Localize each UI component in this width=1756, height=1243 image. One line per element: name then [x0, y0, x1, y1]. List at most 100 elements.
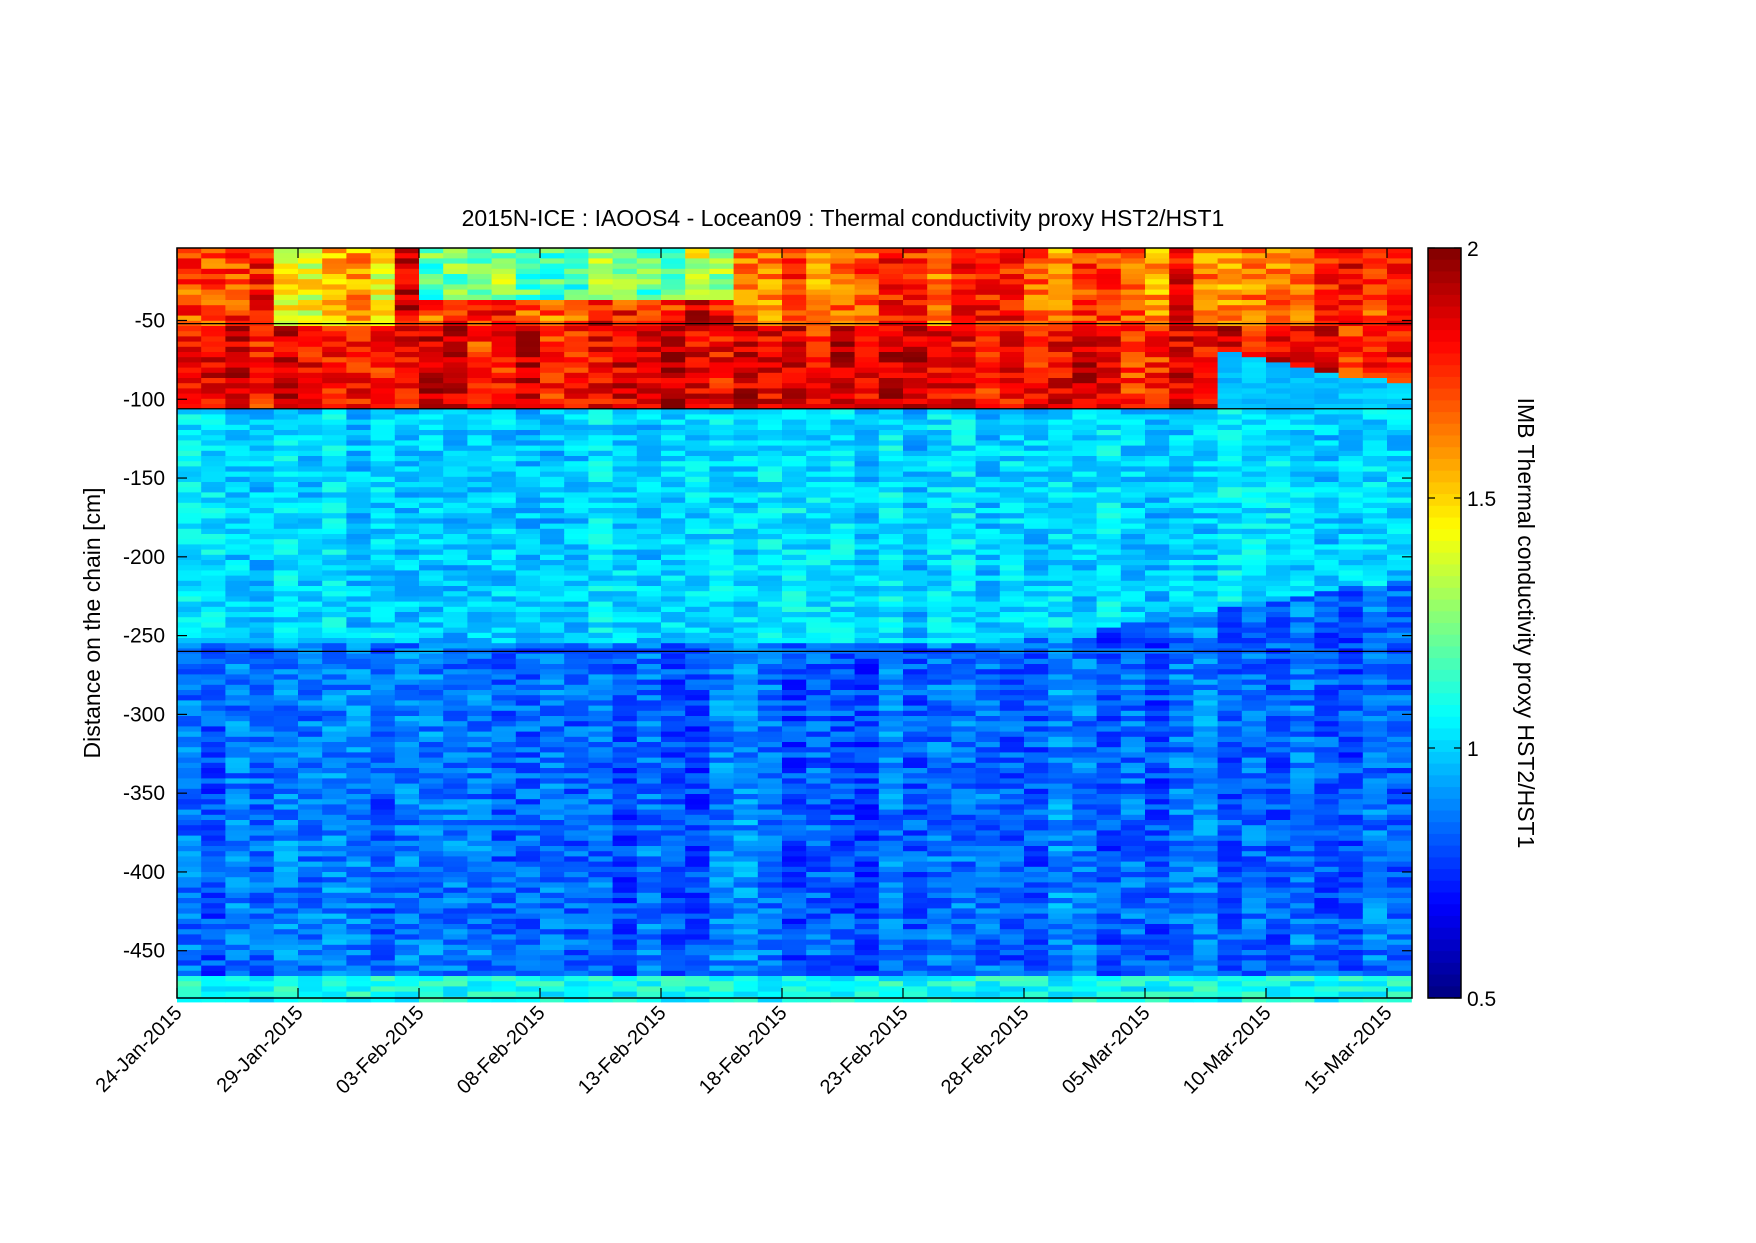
heatmap-cell [273, 731, 299, 738]
heatmap-cell [370, 336, 396, 342]
heatmap-cell [757, 476, 783, 483]
heatmap-cell [540, 466, 565, 472]
heatmap-cell [806, 336, 831, 342]
heatmap-cell [322, 544, 347, 550]
heatmap-cell [903, 274, 928, 280]
heatmap-cell [443, 892, 468, 899]
heatmap-cell [830, 970, 856, 977]
heatmap-cell [370, 435, 396, 441]
heatmap-cell [177, 773, 202, 779]
heatmap-cell [515, 346, 541, 353]
heatmap-cell [225, 352, 251, 358]
heatmap-cell [322, 326, 347, 332]
heatmap-cell [540, 924, 565, 930]
heatmap-cell [273, 419, 299, 426]
heatmap-cell [757, 388, 783, 394]
heatmap-cell [419, 575, 444, 582]
heatmap-cell [685, 643, 710, 649]
heatmap-cell [733, 617, 759, 623]
heatmap-cell [685, 976, 710, 982]
heatmap-cell [419, 851, 444, 857]
heatmap-cell [346, 430, 372, 436]
heatmap-cell [951, 300, 977, 306]
heatmap-cell [419, 554, 444, 561]
heatmap-cell [588, 929, 614, 935]
heatmap-cell [225, 898, 251, 904]
heatmap-cell [709, 513, 735, 519]
heatmap-cell [467, 580, 493, 587]
heatmap-cell [830, 450, 856, 457]
heatmap-cell [273, 554, 299, 561]
heatmap-cell [685, 653, 710, 660]
heatmap-cell [685, 315, 710, 322]
heatmap-cell [540, 721, 565, 727]
heatmap-cell [757, 367, 783, 374]
heatmap-cell [249, 991, 275, 998]
heatmap-cell [201, 664, 226, 670]
heatmap-cell [733, 976, 759, 982]
heatmap-cell [273, 352, 299, 358]
heatmap-cell [951, 747, 977, 753]
heatmap-cell [322, 534, 347, 540]
heatmap-cell [564, 279, 589, 285]
heatmap-cell [830, 653, 856, 660]
heatmap-cell [854, 794, 880, 800]
heatmap-cell [515, 762, 541, 769]
heatmap-cell [636, 419, 662, 426]
heatmap-cell [733, 492, 759, 498]
heatmap-cell [709, 305, 735, 311]
heatmap-cell [515, 456, 541, 462]
heatmap-cell [806, 710, 831, 717]
heatmap-cell [443, 326, 468, 332]
heatmap-cell [346, 419, 372, 426]
heatmap-cell [443, 492, 468, 498]
heatmap-cell [249, 601, 275, 608]
heatmap-cell [298, 248, 323, 254]
heatmap-cell [661, 991, 686, 998]
heatmap-cell [757, 310, 783, 316]
heatmap-cell [757, 300, 783, 306]
heatmap-cell [709, 294, 735, 301]
heatmap-cell [903, 898, 928, 904]
heatmap-cell [588, 716, 614, 722]
heatmap-cell [806, 851, 831, 857]
heatmap-cell [491, 274, 517, 280]
heatmap-cell [588, 664, 614, 670]
heatmap-cell [903, 508, 928, 514]
heatmap-cell [443, 799, 468, 805]
heatmap-cell [709, 393, 735, 400]
heatmap-cell [903, 731, 928, 738]
heatmap-cell [806, 684, 831, 691]
heatmap-cell [177, 762, 202, 769]
heatmap-cell [249, 586, 275, 592]
heatmap-cell [806, 367, 831, 374]
heatmap-cell [878, 258, 904, 264]
heatmap-cell [177, 534, 202, 540]
heatmap-cell [177, 617, 202, 623]
heatmap-cell [370, 450, 396, 457]
heatmap-cell [903, 643, 928, 649]
heatmap-cell [612, 918, 638, 925]
heatmap-cell [975, 502, 1001, 509]
heatmap-cell [491, 736, 517, 743]
heatmap-cell [491, 716, 517, 722]
heatmap-cell [564, 284, 589, 290]
heatmap-cell [975, 284, 1001, 290]
heatmap-cell [443, 419, 468, 426]
heatmap-cell [685, 378, 710, 384]
heatmap-cell [515, 492, 541, 498]
heatmap-cell [588, 471, 614, 478]
heatmap-cell [685, 294, 710, 301]
heatmap-cell [515, 315, 541, 322]
heatmap-cell [612, 346, 638, 353]
heatmap-cell [878, 310, 904, 316]
heatmap-cell [830, 346, 856, 353]
heatmap-cell [491, 570, 517, 576]
heatmap-cell [298, 747, 323, 753]
heatmap-cell [394, 513, 420, 519]
heatmap-cell [612, 352, 638, 358]
heatmap-cell [588, 300, 614, 306]
heatmap-cell [346, 393, 372, 400]
heatmap-cell [370, 679, 396, 686]
heatmap-cell [709, 346, 735, 353]
